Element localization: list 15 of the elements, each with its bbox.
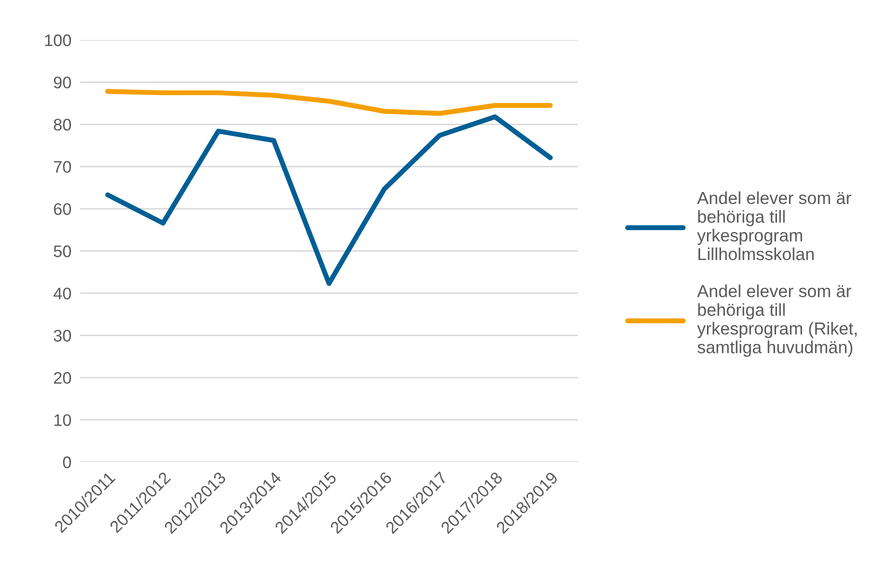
y-tick-label: 100 [45, 34, 72, 46]
line-series [105, 114, 553, 286]
y-tick-label: 30 [54, 330, 72, 342]
y-tick-label: 80 [54, 118, 72, 131]
y-tick-label: 20 [54, 372, 72, 384]
y-tick-label: 70 [54, 161, 72, 173]
legend-label: Andel elever som är behöriga till yrkesprogram Lillholmsskolan [697, 191, 852, 260]
legend-label: Andel elever som är behöriga till yrkesprogram (Riket, samtliga huvudmän) [697, 284, 857, 357]
y-tick-label: 60 [54, 203, 72, 216]
y-tick-label: 10 [54, 414, 72, 426]
y-tick-label: 90 [54, 76, 72, 88]
y-tick-label: 40 [54, 288, 72, 300]
line-series [105, 89, 553, 116]
y-tick-label: 50 [54, 245, 72, 258]
y-tick-label: 0 [63, 456, 72, 468]
